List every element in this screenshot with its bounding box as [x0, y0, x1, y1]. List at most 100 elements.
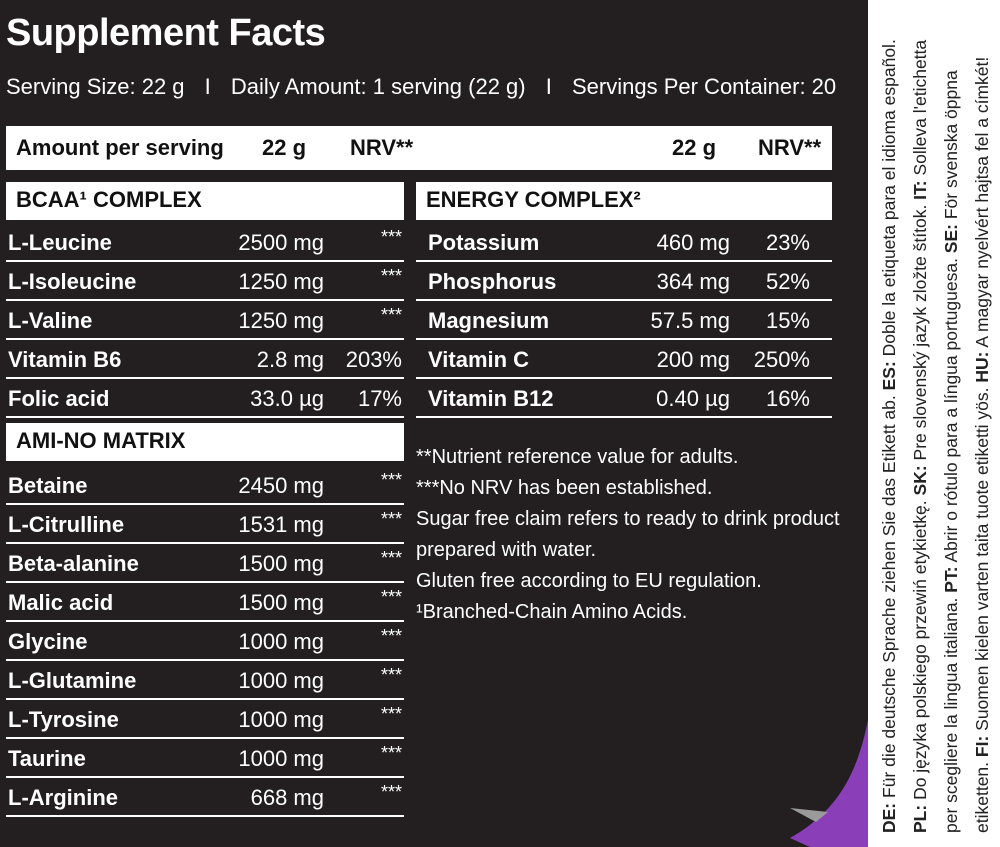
- nutrient-amount: 1500 mg: [238, 551, 324, 576]
- daily-amount: Daily Amount: 1 serving (22 g): [230, 74, 526, 99]
- table-row: L-Leucine 2500 mg ***: [6, 223, 404, 262]
- table-row: Phosphorus 364 mg 52%: [416, 262, 832, 301]
- nutrient-nrv: ***: [380, 470, 402, 490]
- amount-per-serving-label: Amount per serving: [16, 135, 224, 160]
- nutrient-nrv: 250%: [753, 347, 810, 372]
- language-line: PL: Do języka polskiego przewiń etykietk…: [905, 14, 936, 833]
- nutrient-amount: 1531 mg: [238, 512, 324, 537]
- footnote-line: ***No NRV has been established.: [416, 477, 713, 499]
- amino-rows: Betaine 2450 mg *** L-Citrulline 1531 mg *** B…: [6, 466, 404, 817]
- nutrient-name: L-Arginine: [8, 785, 118, 810]
- language-text: Für die deutsche Sprache ziehen Sie das …: [879, 390, 899, 803]
- nutrient-nrv: 52%: [765, 269, 810, 294]
- separator: I: [204, 74, 211, 99]
- table-row: Vitamin C 200 mg 250%: [416, 340, 832, 379]
- language-code: IT:: [910, 180, 930, 200]
- language-instructions: DE: Für die deutsche Sprache ziehen Sie …: [868, 0, 1000, 847]
- col1-nrv-header: NRV**: [350, 135, 414, 160]
- table-row: L-Citrulline 1531 mg ***: [6, 505, 404, 544]
- table-row: Vitamin B6 2.8 mg 203%: [6, 340, 404, 379]
- nutrient-amount: 1000 mg: [238, 746, 324, 771]
- swoosh-arrow-icon: [790, 720, 868, 847]
- nutrient-name: Magnesium: [428, 308, 550, 333]
- table-row: L-Valine 1250 mg ***: [6, 301, 404, 340]
- footnote-line: ¹Branched-Chain Amino Acids.: [416, 601, 688, 623]
- table-header: Amount per serving 22 g NRV** 22 g NRV**: [6, 126, 832, 170]
- table-row: L-Isoleucine 1250 mg ***: [6, 262, 404, 301]
- nutrient-name: Folic acid: [8, 386, 110, 411]
- nutrient-name: L-Valine: [8, 308, 93, 333]
- nutrient-nrv: 15%: [765, 308, 810, 333]
- table-row: Vitamin B12 0.40 µg 16%: [416, 379, 832, 418]
- nutrient-name: L-Citrulline: [8, 512, 125, 537]
- nutrient-amount: 2.8 mg: [256, 347, 324, 372]
- language-text: Do języka polskiego przewiń etykietkę.: [910, 495, 930, 805]
- nutrient-name: Malic acid: [8, 590, 114, 615]
- nutrient-amount: 1000 mg: [238, 707, 324, 732]
- footnote-line: prepared with water.: [416, 539, 597, 561]
- nutrient-amount: 1000 mg: [238, 629, 324, 654]
- table-row: L-Glutamine 1000 mg ***: [6, 661, 404, 700]
- language-text: Pre slovenský jazyk zložte štítok.: [910, 199, 930, 466]
- language-code: PL:: [910, 804, 930, 833]
- col1-amount-header: 22 g: [262, 135, 307, 160]
- table-row: Magnesium 57.5 mg 15%: [416, 301, 832, 340]
- language-code: PT:: [941, 566, 961, 593]
- nutrient-amount: 1000 mg: [238, 668, 324, 693]
- separator: I: [545, 74, 552, 99]
- nutrient-nrv: 203%: [345, 347, 402, 372]
- col2-nrv-header: NRV**: [758, 135, 822, 160]
- nutrient-nrv: 23%: [765, 230, 810, 255]
- nutrient-amount: 460 mg: [656, 230, 730, 255]
- language-line: etiketten. FI: Suomen kielen varten tait…: [967, 14, 998, 833]
- nutrient-name: Betaine: [8, 473, 88, 498]
- servings-per-container: Servings Per Container: 20: [572, 74, 837, 99]
- nutrient-name: Phosphorus: [428, 269, 557, 294]
- table-row: Betaine 2450 mg ***: [6, 466, 404, 505]
- nutrient-name: Vitamin C: [428, 347, 530, 372]
- nutrient-amount: 33.0 µg: [250, 386, 324, 411]
- nutrient-name: L-Leucine: [8, 230, 112, 255]
- nutrient-name: L-Glutamine: [8, 668, 137, 693]
- nutrient-amount: 1250 mg: [238, 269, 324, 294]
- nutrient-name: Taurine: [8, 746, 86, 771]
- nutrient-amount: 57.5 mg: [650, 308, 731, 333]
- supplement-facts-panel: Supplement Facts Serving Size: 22 g I Da…: [0, 0, 868, 847]
- table-row: Folic acid 33.0 µg 17%: [6, 379, 404, 418]
- language-text: För svenska öppna: [941, 70, 961, 224]
- language-text: per scegliere la lingua italiana.: [941, 592, 961, 833]
- language-code: ES:: [879, 361, 899, 391]
- nutrient-nrv: ***: [380, 743, 402, 763]
- nutrient-amount: 200 mg: [656, 347, 730, 372]
- col2-amount-header: 22 g: [672, 135, 717, 160]
- nutrient-nrv: 17%: [357, 386, 402, 411]
- nutrient-nrv: ***: [380, 665, 402, 685]
- nutrient-nrv: ***: [380, 704, 402, 724]
- nutrient-nrv: 16%: [765, 386, 810, 411]
- nutrient-nrv: ***: [380, 509, 402, 529]
- table-row: Glycine 1000 mg ***: [6, 622, 404, 661]
- table-row: Taurine 1000 mg ***: [6, 739, 404, 778]
- nutrient-name: L-Isoleucine: [8, 269, 137, 294]
- language-line: DE: Für die deutsche Sprache ziehen Sie …: [874, 14, 905, 833]
- language-line: per scegliere la lingua italiana. PT: Ab…: [936, 14, 967, 833]
- footnotes: **Nutrient reference value for adults. **…: [416, 442, 840, 628]
- nutrient-amount: 364 mg: [656, 269, 730, 294]
- energy-section-title: ENERGY COMPLEX²: [416, 182, 832, 220]
- language-code: FI:: [972, 735, 992, 758]
- language-text: Abrir o rótulo para a língua portuguesa.: [941, 253, 961, 567]
- language-text: etiketten.: [972, 757, 992, 833]
- nutrient-amount: 1250 mg: [238, 308, 324, 333]
- nutrient-nrv: ***: [380, 548, 402, 568]
- table-row: Malic acid 1500 mg ***: [6, 583, 404, 622]
- language-text: Solleva l'etichetta: [910, 39, 930, 181]
- nutrient-name: Vitamin B12: [428, 386, 554, 411]
- language-text: Suomen kielen varten taita tuote etikett…: [972, 382, 992, 736]
- language-text: A magyar nyelvért hajtsa fel a címkét!: [972, 56, 992, 352]
- nutrient-amount: 2500 mg: [238, 230, 324, 255]
- energy-rows: Potassium 460 mg 23% Phosphorus 364 mg 52% Mag…: [416, 223, 832, 418]
- nutrient-nrv: ***: [380, 782, 402, 802]
- nutrient-name: Potassium: [428, 230, 540, 255]
- language-code: DE:: [879, 802, 899, 833]
- serving-size: Serving Size: 22 g: [6, 74, 185, 99]
